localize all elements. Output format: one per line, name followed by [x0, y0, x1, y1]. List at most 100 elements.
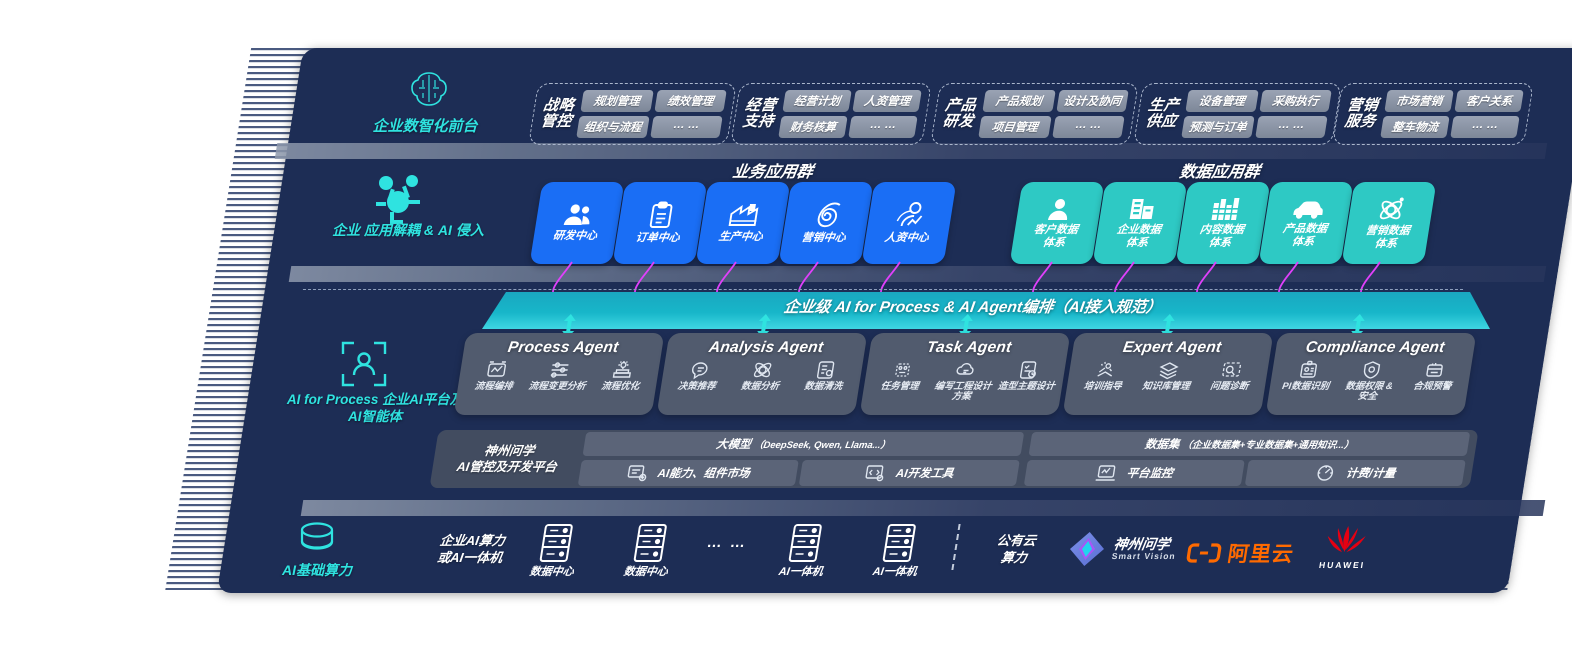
shield-lock-icon	[1363, 361, 1381, 379]
agent-feature[interactable]: PI数据识别	[1273, 360, 1341, 392]
platform-cell-billing[interactable]: 计费/计量	[1244, 460, 1466, 486]
app-card-label: 人资中心	[883, 232, 930, 245]
agent-feature-label: 问题诊断	[1209, 381, 1250, 392]
agent-feature[interactable]: 知识库管理	[1133, 360, 1201, 392]
tag[interactable]: … …	[1051, 116, 1125, 138]
app-card-customer-data[interactable]: 客户数据 体系	[1009, 182, 1105, 264]
users-icon	[563, 204, 590, 226]
tag[interactable]: 规划管理	[580, 90, 654, 112]
tag[interactable]: 客户关系	[1454, 90, 1524, 112]
agent-feature[interactable]: 培训指导	[1070, 360, 1138, 392]
app-card-marketing-data[interactable]: 营销数据 体系	[1341, 182, 1437, 264]
platform-cell-component-market[interactable]: AI能力、组件市场	[577, 460, 799, 486]
agent-feature[interactable]: 流程优化	[588, 360, 656, 392]
agent-feature-label: 培训指导	[1082, 381, 1123, 392]
app-card-label: 内容数据 体系	[1198, 223, 1245, 249]
operation-support-group[interactable]: 经营 支持 经营计划 人资管理 财务核算 … …	[730, 83, 932, 145]
infra-node-label: 数据中心	[622, 566, 669, 578]
app-card-marketing-center[interactable]: 营销中心	[778, 182, 874, 264]
agent-feature[interactable]: 决策推荐	[664, 360, 732, 392]
tag[interactable]: … …	[1450, 116, 1520, 138]
tag[interactable]: 市场营销	[1384, 90, 1454, 112]
agent-feature[interactable]: 流程编排	[461, 360, 529, 392]
agent-feature[interactable]: 问题诊断	[1197, 360, 1265, 392]
ai-platform-bar[interactable]: 神州问学 AI管控及开发平台 大模型 （DeepSeek, Qwen, Llam…	[429, 430, 1479, 488]
agent-feature[interactable]: 数据清洗	[791, 360, 859, 392]
agent-feature-label: 合规预警	[1412, 381, 1453, 392]
app-card-enterprise-data[interactable]: 企业数据 体系	[1092, 182, 1188, 264]
product-rnd-group[interactable]: 产品 研发 产品规划 设计及协同 项目管理 … …	[930, 83, 1139, 145]
factory-icon	[728, 204, 759, 227]
production-supply-group[interactable]: 生产 供应 设备管理 采购执行 预测与订单 … …	[1133, 83, 1342, 145]
decision-icon	[691, 362, 708, 380]
app-card-content-data[interactable]: 内容数据 体系	[1175, 182, 1271, 264]
shenzhou-wenxue-logo[interactable]: 神州问学 Smart Vision	[1065, 530, 1180, 568]
app-card-production-center[interactable]: 生产中心	[695, 182, 791, 264]
huawei-logo[interactable]: HUAWEI	[1318, 524, 1371, 570]
tag[interactable]: 项目管理	[978, 116, 1052, 138]
platform-cell-dev-tools[interactable]: AI开发工具	[798, 460, 1020, 486]
user-icon	[1047, 198, 1068, 220]
person-scan-icon	[340, 340, 388, 393]
infra-node-3[interactable]: AI一体机	[872, 523, 925, 579]
enterprise-compute-label: 企业AI算力 或AI一体机	[436, 533, 507, 565]
platform-cell-label: AI开发工具	[894, 468, 955, 480]
agent-feature[interactable]: 数据权限 & 安全	[1335, 360, 1405, 403]
tag[interactable]: … …	[848, 116, 918, 138]
app-card-product-data[interactable]: 产品数据 体系	[1258, 182, 1354, 264]
app-card-rnd-center[interactable]: 研发中心	[529, 182, 625, 264]
agent-feature[interactable]: 编写工程设计方案	[929, 360, 999, 403]
infra-node-1[interactable]: 数据中心	[623, 523, 676, 579]
group-title: 生产 供应	[1144, 96, 1181, 131]
tag[interactable]: 绩效管理	[653, 90, 727, 112]
logo-subtitle: Smart Vision	[1111, 551, 1177, 562]
agent-feature[interactable]: 流程变更分析	[524, 360, 592, 392]
agent-title: Process Agent	[506, 339, 620, 356]
tag[interactable]: … …	[649, 116, 723, 138]
tag[interactable]: 产品规划	[982, 90, 1056, 112]
app-card-hr-center[interactable]: 人资中心	[861, 182, 957, 264]
molecule-icon	[374, 172, 426, 233]
agent-card-process[interactable]: Process Agent 流程编排 流程变更分析 流程优化	[453, 333, 665, 415]
app-card-label: 客户数据 体系	[1032, 223, 1079, 249]
double-arrow-icon	[757, 314, 771, 338]
tag[interactable]: 设计及协同	[1055, 90, 1129, 112]
agent-feature[interactable]: 数据分析	[727, 360, 795, 392]
infra-node-0[interactable]: 数据中心	[529, 523, 582, 579]
agent-feature[interactable]: 合规预警	[1400, 360, 1468, 392]
shenzhou-diamond-icon	[1070, 532, 1104, 566]
tag[interactable]: 组织与流程	[576, 116, 650, 138]
server-icon	[882, 524, 916, 562]
bars-icon	[1211, 197, 1240, 220]
business-apps-title: 业务应用群	[731, 164, 814, 181]
tag[interactable]: 设备管理	[1185, 90, 1259, 112]
group-title: 营销 服务	[1343, 96, 1380, 131]
tag[interactable]: 预测与订单	[1181, 116, 1255, 138]
llm-headline[interactable]: 大模型 （DeepSeek, Qwen, Llama...）	[582, 432, 1025, 456]
llm-headline-main: 大模型	[715, 439, 752, 451]
agent-feature[interactable]: 造型主题设计	[994, 360, 1062, 392]
agent-feature-label: 流程编排	[473, 381, 514, 392]
infra-node-2[interactable]: AI一体机	[778, 523, 831, 579]
agent-card-analysis[interactable]: Analysis Agent 决策推荐 数据分析 数据清洗	[656, 333, 868, 415]
app-card-order-center[interactable]: 订单中心	[612, 182, 708, 264]
tag[interactable]: 采购执行	[1258, 90, 1332, 112]
app-card-label: 生产中心	[717, 231, 764, 244]
tag[interactable]: … …	[1254, 116, 1328, 138]
platform-cell-monitor[interactable]: 平台监控	[1023, 460, 1245, 486]
tag[interactable]: 整车物流	[1380, 116, 1450, 138]
dataset-headline[interactable]: 数据集 （企业数据集+专业数据集+通用知识...）	[1028, 432, 1471, 456]
marketing-service-group[interactable]: 营销 服务 市场营销 客户关系 整车物流 … …	[1332, 83, 1534, 145]
strategy-group[interactable]: 战略 管控 规划管理 绩效管理 组织与流程 … …	[528, 83, 737, 145]
tag[interactable]: 财务核算	[778, 116, 848, 138]
double-arrow-icon	[562, 314, 576, 338]
tag[interactable]: 经营计划	[782, 90, 852, 112]
agent-feature[interactable]: 任务管理	[867, 360, 935, 392]
agent-card-compliance[interactable]: Compliance Agent PI数据识别 数据权限 & 安全 合规预警	[1265, 333, 1477, 415]
sliders-icon	[550, 362, 569, 378]
agent-card-expert[interactable]: Expert Agent 培训指导 知识库管理 问题诊断	[1062, 333, 1274, 415]
agent-card-task[interactable]: Task Agent 任务管理 编写工程设计方案 造型主题设计	[859, 333, 1071, 415]
aliyun-logo[interactable]: 阿里云	[1185, 538, 1297, 568]
tag[interactable]: 人资管理	[852, 90, 922, 112]
rail-label-3: AI基础算力	[282, 562, 352, 578]
